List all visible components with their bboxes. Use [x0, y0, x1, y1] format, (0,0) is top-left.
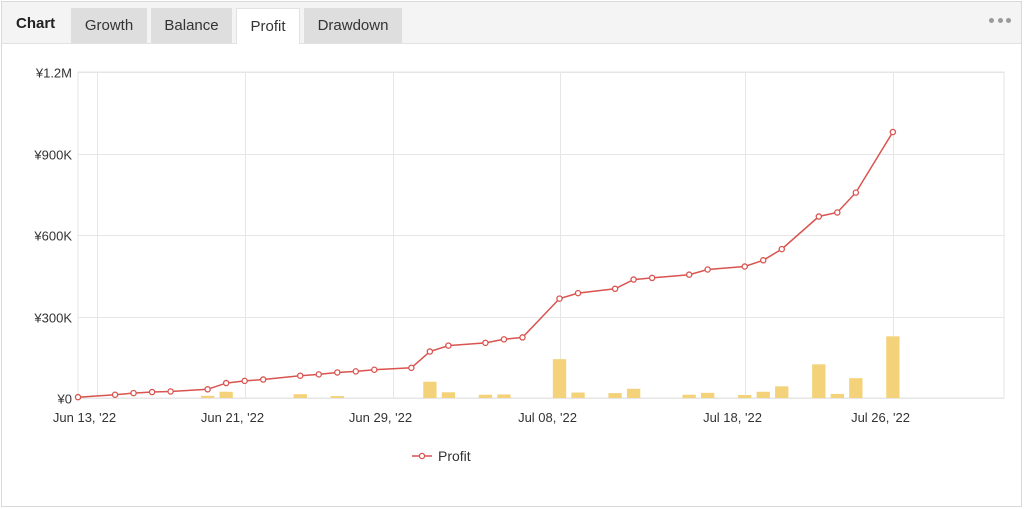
profit-point	[611, 285, 619, 293]
legend-label: Profit	[438, 448, 471, 464]
daily-profit-bar	[812, 364, 826, 398]
profit-point	[148, 388, 156, 396]
profit-point	[630, 276, 637, 283]
profit-point	[204, 386, 211, 393]
profit-point	[685, 271, 693, 278]
profit-point	[222, 379, 230, 387]
profit-point	[445, 342, 452, 349]
daily-profit-bar	[330, 396, 344, 398]
profit-point	[296, 372, 304, 379]
profit-point	[704, 266, 711, 273]
daily-profit-bar	[441, 392, 456, 398]
profit-point	[482, 339, 489, 347]
panel-title: Chart	[16, 15, 56, 32]
profit-point	[815, 213, 823, 220]
profit-point	[371, 366, 378, 373]
daily-profit-bar	[200, 395, 215, 398]
daily-profit-bar	[293, 394, 307, 398]
x-tick-label: Jun 13, '22	[53, 410, 116, 425]
profit-point	[259, 376, 267, 383]
daily-profit-bar	[608, 393, 622, 398]
profit-point	[426, 348, 434, 355]
y-tick-label: ¥300K	[33, 311, 72, 326]
x-tick-label: Jun 29, '22	[349, 410, 412, 425]
profit-point	[130, 389, 137, 397]
profit-point	[315, 371, 323, 378]
daily-profit-bar	[830, 393, 844, 398]
daily-profit-bar	[423, 381, 437, 398]
daily-profit-bar	[701, 392, 715, 398]
daily-profit-bar	[775, 386, 789, 398]
tab-drawdown[interactable]: Drawdown	[304, 8, 402, 43]
profit-point	[241, 377, 248, 385]
profit-point	[111, 391, 119, 398]
y-tick-label: ¥1.2M	[35, 66, 72, 81]
x-tick-label: Jun 21, '22	[201, 410, 264, 425]
y-tick-label: ¥600K	[33, 229, 72, 244]
y-tick-label: ¥0	[57, 392, 72, 407]
profit-point	[778, 245, 786, 253]
profit-point	[519, 334, 526, 341]
daily-profit-bar	[626, 388, 641, 398]
daily-profit-bar	[478, 394, 493, 398]
daily-profit-bar	[219, 391, 233, 398]
x-tick-label: Jul 26, '22	[851, 410, 910, 425]
daily-profit-bar	[552, 359, 567, 398]
profit-point	[352, 368, 360, 375]
more-horizontal-icon[interactable]	[989, 12, 1011, 28]
tab-profit[interactable]: Profit	[236, 8, 300, 44]
profit-point	[648, 274, 656, 282]
profit-point	[852, 189, 860, 196]
profit-point	[334, 369, 341, 376]
tab-balance[interactable]: Balance	[151, 8, 232, 43]
profit-point	[500, 336, 508, 343]
x-tick-label: Jul 08, '22	[518, 410, 577, 425]
tab-bar: Chart Growth Balance Profit Drawdown	[2, 2, 1021, 44]
profit-point	[556, 295, 563, 302]
daily-profit-bar	[738, 395, 752, 398]
daily-profit-bar	[497, 394, 511, 398]
daily-profit-bar	[571, 392, 585, 398]
profit-line	[77, 131, 894, 398]
profit-point	[574, 289, 582, 297]
profit-point	[167, 388, 174, 395]
profit-point	[408, 364, 415, 372]
profit-point	[834, 209, 841, 216]
x-tick-label: Jul 18, '22	[703, 410, 762, 425]
legend-marker	[418, 452, 426, 460]
daily-profit-bar	[682, 394, 696, 398]
profit-point	[741, 263, 748, 270]
daily-profit-bar	[756, 391, 770, 398]
profit-point	[889, 128, 897, 136]
profit-point	[759, 257, 767, 264]
profit-point	[74, 393, 82, 401]
y-tick-label: ¥900K	[33, 148, 72, 163]
tab-growth[interactable]: Growth	[71, 8, 147, 43]
daily-profit-bar	[886, 336, 900, 398]
daily-profit-bar	[849, 378, 863, 398]
